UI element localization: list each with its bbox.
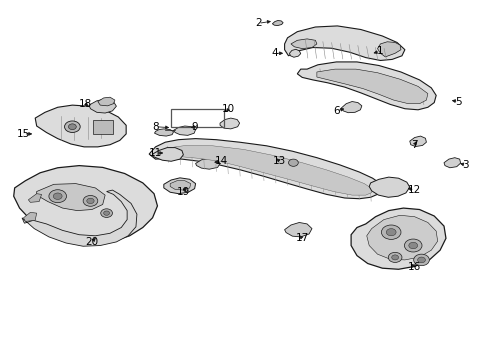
Text: 4: 4 xyxy=(271,48,278,58)
Polygon shape xyxy=(154,129,173,136)
Circle shape xyxy=(64,121,80,132)
Text: 19: 19 xyxy=(176,186,190,197)
Circle shape xyxy=(387,252,401,262)
Text: 15: 15 xyxy=(17,129,30,139)
Text: 16: 16 xyxy=(407,262,421,272)
Circle shape xyxy=(101,209,112,217)
Circle shape xyxy=(391,255,398,260)
Circle shape xyxy=(408,242,417,249)
Bar xyxy=(93,120,113,134)
Polygon shape xyxy=(272,21,283,26)
Circle shape xyxy=(53,193,62,199)
Polygon shape xyxy=(297,62,435,110)
Circle shape xyxy=(49,190,66,203)
Text: 7: 7 xyxy=(410,140,417,150)
Circle shape xyxy=(87,198,94,203)
Circle shape xyxy=(288,159,298,166)
Polygon shape xyxy=(37,184,105,211)
Text: 11: 11 xyxy=(148,148,162,158)
Text: 2: 2 xyxy=(254,18,261,28)
Polygon shape xyxy=(149,139,382,199)
Text: 20: 20 xyxy=(85,237,98,247)
Text: 18: 18 xyxy=(79,99,92,109)
Circle shape xyxy=(83,195,98,206)
Text: 1: 1 xyxy=(376,46,383,56)
Polygon shape xyxy=(14,166,157,243)
Polygon shape xyxy=(290,39,316,49)
Polygon shape xyxy=(35,105,126,147)
Bar xyxy=(171,109,224,127)
Circle shape xyxy=(381,225,400,239)
Text: 3: 3 xyxy=(461,160,468,170)
Text: 12: 12 xyxy=(407,185,421,195)
Polygon shape xyxy=(28,194,41,202)
Text: 10: 10 xyxy=(222,104,235,114)
Polygon shape xyxy=(284,222,311,237)
Polygon shape xyxy=(377,42,400,57)
Text: 5: 5 xyxy=(454,96,461,107)
Circle shape xyxy=(386,229,395,236)
Polygon shape xyxy=(170,181,190,190)
Polygon shape xyxy=(89,99,116,113)
Text: 17: 17 xyxy=(295,233,308,243)
Circle shape xyxy=(404,239,421,252)
Circle shape xyxy=(103,211,109,215)
Text: 14: 14 xyxy=(214,156,227,166)
Polygon shape xyxy=(443,158,460,168)
Polygon shape xyxy=(195,158,220,169)
Polygon shape xyxy=(98,97,115,106)
Polygon shape xyxy=(350,208,445,269)
Polygon shape xyxy=(22,190,137,246)
Polygon shape xyxy=(165,145,372,195)
Polygon shape xyxy=(368,177,409,197)
Polygon shape xyxy=(284,26,404,60)
Polygon shape xyxy=(409,136,426,147)
Polygon shape xyxy=(316,69,427,104)
Circle shape xyxy=(68,124,76,130)
Polygon shape xyxy=(163,178,195,194)
Polygon shape xyxy=(289,49,300,57)
Text: 6: 6 xyxy=(332,106,339,116)
Polygon shape xyxy=(366,215,437,260)
Circle shape xyxy=(413,254,428,266)
Polygon shape xyxy=(220,118,239,129)
Text: 8: 8 xyxy=(152,122,159,132)
Text: 13: 13 xyxy=(272,156,286,166)
Circle shape xyxy=(417,257,425,263)
Polygon shape xyxy=(341,102,361,113)
Polygon shape xyxy=(173,126,195,135)
Polygon shape xyxy=(152,148,183,161)
Text: 9: 9 xyxy=(191,122,198,132)
Polygon shape xyxy=(23,212,37,221)
